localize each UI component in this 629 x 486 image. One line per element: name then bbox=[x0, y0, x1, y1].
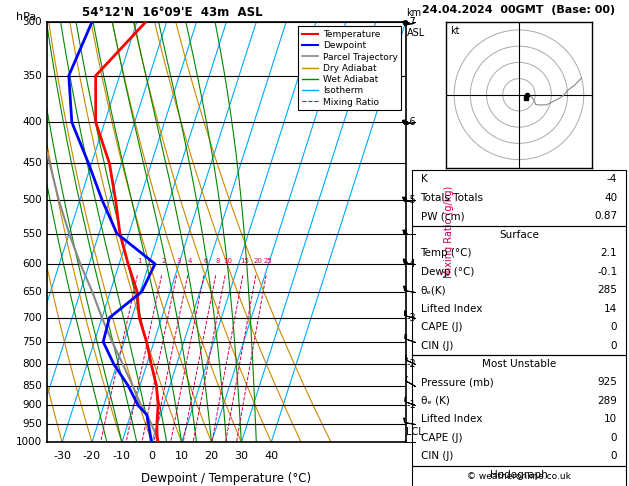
Text: Mixing Ratio (g/kg): Mixing Ratio (g/kg) bbox=[443, 186, 454, 278]
Text: -2: -2 bbox=[406, 359, 416, 369]
Text: -4: -4 bbox=[607, 174, 617, 184]
Text: PW (cm): PW (cm) bbox=[421, 211, 464, 221]
Text: LCL: LCL bbox=[406, 427, 424, 436]
Text: Hodograph: Hodograph bbox=[490, 470, 548, 480]
Text: 285: 285 bbox=[598, 285, 617, 295]
Text: km: km bbox=[406, 8, 421, 17]
Text: 650: 650 bbox=[22, 287, 42, 297]
Text: θₑ (K): θₑ (K) bbox=[421, 396, 450, 406]
Text: 0: 0 bbox=[611, 433, 617, 443]
Text: 10: 10 bbox=[223, 258, 232, 264]
Text: 300: 300 bbox=[22, 17, 42, 27]
Text: 40: 40 bbox=[264, 451, 278, 461]
Text: 10: 10 bbox=[604, 415, 617, 424]
Text: 2: 2 bbox=[162, 258, 166, 264]
Text: 925: 925 bbox=[598, 378, 617, 387]
Text: 700: 700 bbox=[22, 312, 42, 323]
Text: Lifted Index: Lifted Index bbox=[421, 415, 482, 424]
Text: CAPE (J): CAPE (J) bbox=[421, 433, 462, 443]
Text: 289: 289 bbox=[598, 396, 617, 406]
Text: 25: 25 bbox=[264, 258, 272, 264]
Text: 30: 30 bbox=[235, 451, 248, 461]
Text: 450: 450 bbox=[22, 158, 42, 169]
Text: 0: 0 bbox=[611, 322, 617, 332]
Text: K: K bbox=[421, 174, 427, 184]
Text: 0: 0 bbox=[148, 451, 155, 461]
Text: 0.87: 0.87 bbox=[594, 211, 617, 221]
Text: CIN (J): CIN (J) bbox=[421, 341, 453, 350]
Text: 550: 550 bbox=[22, 228, 42, 239]
Text: 40: 40 bbox=[604, 193, 617, 203]
Text: 6: 6 bbox=[204, 258, 208, 264]
Text: Pressure (mb): Pressure (mb) bbox=[421, 378, 493, 387]
Text: -20: -20 bbox=[83, 451, 101, 461]
Text: 10: 10 bbox=[175, 451, 189, 461]
Text: 950: 950 bbox=[22, 419, 42, 429]
Text: 20: 20 bbox=[253, 258, 262, 264]
Text: -4: -4 bbox=[406, 259, 416, 269]
Text: -7: -7 bbox=[406, 17, 416, 27]
Text: 0: 0 bbox=[611, 341, 617, 350]
Text: 500: 500 bbox=[22, 195, 42, 205]
Text: -3: -3 bbox=[406, 312, 416, 323]
Text: 0: 0 bbox=[611, 451, 617, 461]
Text: 3: 3 bbox=[177, 258, 181, 264]
Text: 900: 900 bbox=[22, 400, 42, 411]
Text: Most Unstable: Most Unstable bbox=[482, 359, 556, 369]
Text: 20: 20 bbox=[204, 451, 218, 461]
Text: 15: 15 bbox=[240, 258, 250, 264]
Text: CIN (J): CIN (J) bbox=[421, 451, 453, 461]
Text: Lifted Index: Lifted Index bbox=[421, 304, 482, 313]
Text: © weatheronline.co.uk: © weatheronline.co.uk bbox=[467, 472, 571, 481]
Text: 4: 4 bbox=[188, 258, 192, 264]
Text: 2.1: 2.1 bbox=[601, 248, 617, 258]
Text: 24.04.2024  00GMT  (Base: 00): 24.04.2024 00GMT (Base: 00) bbox=[422, 5, 616, 15]
Text: kt: kt bbox=[450, 26, 460, 36]
Text: -1: -1 bbox=[406, 400, 416, 411]
Text: Totals Totals: Totals Totals bbox=[421, 193, 484, 203]
Text: ASL: ASL bbox=[406, 28, 425, 38]
Text: 800: 800 bbox=[22, 359, 42, 369]
Text: Dewp (°C): Dewp (°C) bbox=[421, 267, 474, 277]
Text: CAPE (J): CAPE (J) bbox=[421, 322, 462, 332]
Text: 350: 350 bbox=[22, 70, 42, 81]
Text: 1000: 1000 bbox=[16, 437, 42, 447]
Text: 8: 8 bbox=[216, 258, 220, 264]
Text: -6: -6 bbox=[406, 117, 416, 127]
Text: 54°12'N  16°09'E  43m  ASL: 54°12'N 16°09'E 43m ASL bbox=[82, 6, 263, 19]
Text: 850: 850 bbox=[22, 381, 42, 391]
Text: 600: 600 bbox=[22, 259, 42, 269]
Text: -5: -5 bbox=[406, 195, 416, 205]
Text: -0.1: -0.1 bbox=[597, 267, 617, 277]
Text: 400: 400 bbox=[22, 117, 42, 127]
Text: Temp (°C): Temp (°C) bbox=[421, 248, 472, 258]
Text: θₑ(K): θₑ(K) bbox=[421, 285, 446, 295]
Text: hPa: hPa bbox=[16, 12, 36, 22]
Text: Dewpoint / Temperature (°C): Dewpoint / Temperature (°C) bbox=[142, 472, 311, 485]
Legend: Temperature, Dewpoint, Parcel Trajectory, Dry Adiabat, Wet Adiabat, Isotherm, Mi: Temperature, Dewpoint, Parcel Trajectory… bbox=[298, 26, 401, 110]
Text: 750: 750 bbox=[22, 337, 42, 347]
Text: Surface: Surface bbox=[499, 230, 539, 240]
Text: -30: -30 bbox=[53, 451, 71, 461]
Text: 1: 1 bbox=[138, 258, 142, 264]
Text: 14: 14 bbox=[604, 304, 617, 313]
Text: -10: -10 bbox=[113, 451, 131, 461]
